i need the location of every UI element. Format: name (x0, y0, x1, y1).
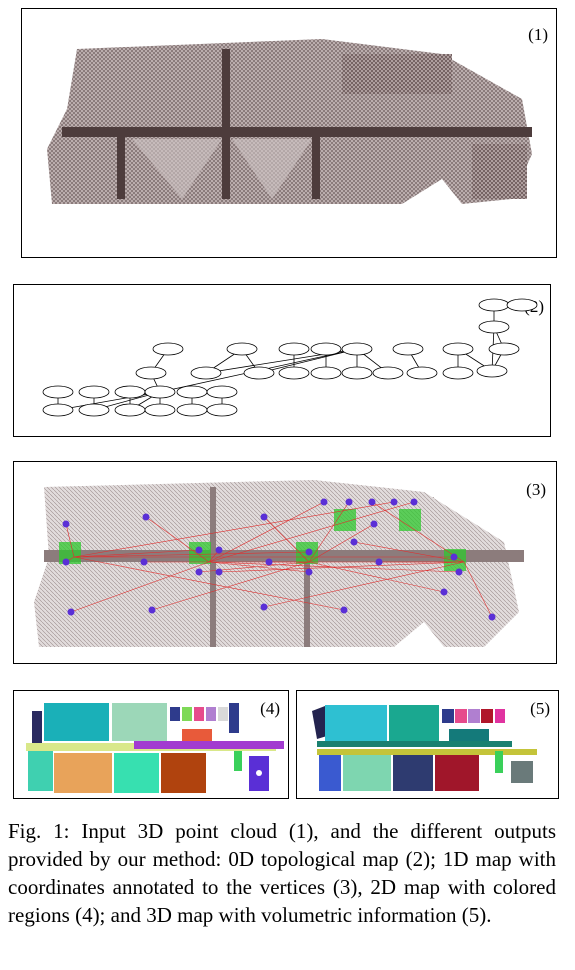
graph-node (152, 342, 184, 356)
map-vertex (305, 548, 313, 556)
door-region (59, 542, 81, 564)
map-vertex (455, 568, 463, 576)
map-vertex (67, 608, 75, 616)
map-edge (353, 541, 465, 563)
graph-node (190, 366, 222, 380)
map-edge (70, 561, 210, 613)
map-vertex (440, 588, 448, 596)
graph-node (341, 366, 373, 380)
graph-node (243, 366, 275, 380)
graph-node (478, 298, 510, 312)
graph-edge (258, 348, 358, 374)
door-region (334, 509, 356, 531)
graph-node (310, 342, 342, 356)
map-vertex (148, 606, 156, 614)
map-vertex (305, 568, 313, 576)
graph-node (226, 342, 258, 356)
map-vertex (195, 568, 203, 576)
map-edge (308, 561, 445, 593)
graph-node (78, 385, 110, 399)
map-vertex (320, 498, 328, 506)
map-vertex (375, 558, 383, 566)
three-d-map-figure (312, 705, 537, 791)
graph-node (476, 364, 508, 378)
map-vertex (350, 538, 358, 546)
graph-node (206, 403, 238, 417)
map-vertex (450, 553, 458, 561)
map-vertex (215, 568, 223, 576)
graph-node (478, 320, 510, 334)
graph-node (278, 366, 310, 380)
graph-node (392, 342, 424, 356)
panel-label: (1) (528, 25, 548, 44)
graph-node (114, 385, 146, 399)
graph-node (442, 366, 474, 380)
graph-node (278, 342, 310, 356)
panel-label: (4) (260, 699, 280, 718)
figure-caption: Fig. 1: Input 3D point cloud (1), and th… (8, 819, 556, 927)
map-edge (463, 561, 493, 618)
panel-3d-map: (5) (296, 690, 559, 799)
map-edge (65, 523, 75, 558)
map-edge (208, 561, 310, 573)
one-d-map-figure (34, 480, 524, 647)
graph-node (135, 366, 167, 380)
map-vertex (140, 558, 148, 566)
graph-node (206, 385, 238, 399)
map-edge (73, 556, 345, 611)
panel-2d-map: (4) (13, 690, 289, 799)
graph-node (114, 403, 146, 417)
graph-node (42, 403, 74, 417)
panel-label: (3) (526, 480, 546, 499)
panel-1d-map: (3) (13, 461, 557, 664)
map-vertex (195, 546, 203, 554)
map-vertex (260, 603, 268, 611)
map-edge (308, 523, 375, 563)
graph-node (144, 403, 176, 417)
map-edge (208, 501, 415, 563)
map-edge (208, 501, 325, 563)
graph-node (506, 298, 538, 312)
graph-node (341, 342, 373, 356)
map-edge (73, 549, 200, 558)
point-cloud-figure (47, 39, 532, 204)
graph-node (372, 366, 404, 380)
map-vertex (488, 613, 496, 621)
map-vertex (265, 558, 273, 566)
topological-graph (42, 298, 538, 417)
door-region (399, 509, 421, 531)
map-edge (73, 551, 310, 558)
map-vertex (345, 498, 353, 506)
graph-node (310, 366, 342, 380)
map-vertex (390, 498, 398, 506)
map-vertex (340, 606, 348, 614)
graph-node (78, 403, 110, 417)
graph-node (42, 385, 74, 399)
map-vertex (142, 513, 150, 521)
panel-point-cloud: (1) (21, 8, 557, 258)
map-edge (208, 561, 460, 573)
two-d-map-figure (26, 703, 284, 793)
graph-node (176, 385, 208, 399)
map-vertex (62, 558, 70, 566)
map-vertex (62, 520, 70, 528)
map-vertex (368, 498, 376, 506)
graph-node (144, 385, 176, 399)
map-vertex (410, 498, 418, 506)
map-edge (263, 561, 465, 608)
map-vertex (260, 513, 268, 521)
map-edge (308, 501, 350, 563)
graph-node (442, 342, 474, 356)
map-edge (371, 501, 465, 563)
map-edge (151, 561, 310, 611)
graph-node (406, 366, 438, 380)
map-vertex (370, 520, 378, 528)
graph-node (488, 342, 520, 356)
building-point-cloud (47, 39, 532, 204)
panel-topological-map: (2) (13, 284, 551, 437)
panel-label: (5) (530, 699, 550, 718)
map-edge (73, 501, 395, 558)
graph-node (176, 403, 208, 417)
map-vertex (215, 546, 223, 554)
